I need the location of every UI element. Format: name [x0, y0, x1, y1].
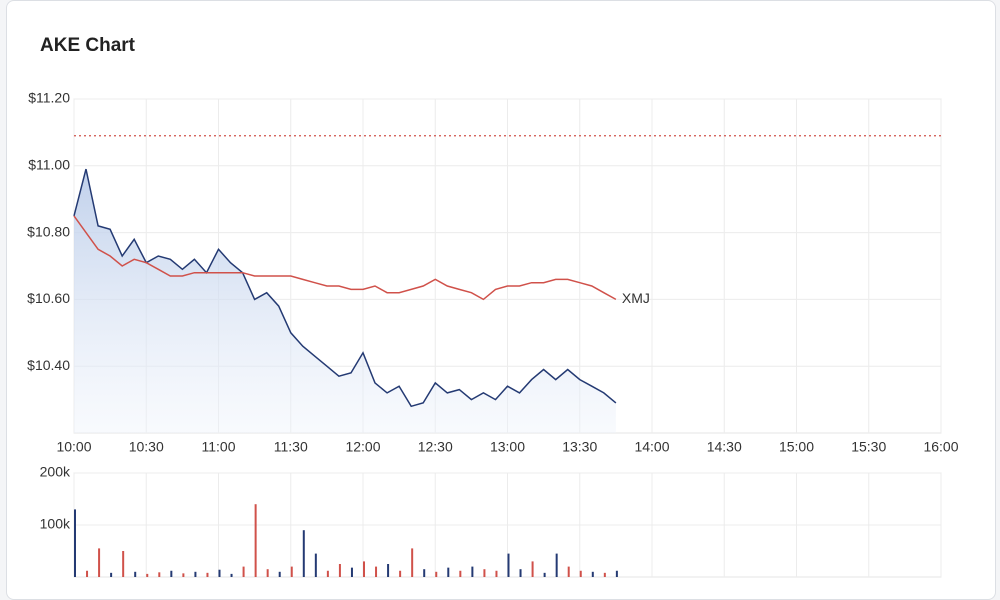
volume-bar — [423, 569, 426, 577]
volume-bar — [375, 566, 378, 577]
volume-bar — [242, 566, 245, 577]
volume-bar — [579, 570, 582, 577]
volume-bar — [459, 570, 462, 577]
volume-bar — [218, 569, 221, 577]
volume-bar — [230, 573, 233, 577]
volume-bar — [146, 573, 149, 577]
volume-bar — [278, 571, 281, 577]
volume-bar — [158, 572, 161, 577]
volume-bar — [86, 570, 89, 577]
volume-bar — [290, 566, 293, 577]
y-tick-label: 200k — [40, 464, 71, 480]
x-tick-label: 13:30 — [562, 439, 597, 455]
chart-title: AKE Chart — [40, 35, 136, 56]
x-tick-label: 16:00 — [923, 439, 958, 455]
volume-bar — [302, 530, 305, 577]
volume-bar — [206, 572, 209, 577]
volume-bar — [363, 561, 365, 577]
y-tick-label: $10.80 — [27, 223, 70, 239]
x-tick-label: 14:00 — [634, 439, 669, 455]
volume-bar — [495, 570, 498, 577]
volume-bar — [507, 553, 510, 577]
volume-bar — [338, 564, 341, 577]
volume-bar — [483, 569, 486, 577]
volume-bar — [519, 569, 522, 577]
volume-bar — [531, 561, 534, 577]
volume-bar — [471, 566, 474, 577]
volume-bar — [326, 570, 329, 577]
x-tick-label: 12:00 — [345, 439, 380, 455]
y-tick-label: $10.40 — [27, 357, 70, 373]
x-tick-label: 15:30 — [851, 439, 886, 455]
volume-bar — [182, 573, 185, 577]
y-tick-label: $11.20 — [28, 90, 70, 106]
volume-bar — [98, 548, 101, 577]
volume-bar — [110, 572, 113, 577]
volume-bar — [194, 571, 197, 577]
x-tick-label: 15:00 — [779, 439, 814, 455]
volume-bar — [555, 553, 558, 577]
x-tick-label: 11:30 — [274, 439, 308, 455]
line — [73, 168, 617, 408]
volume-bar — [387, 564, 390, 577]
volume-bar — [314, 553, 317, 577]
x-tick-label: 14:30 — [707, 439, 742, 455]
y-tick-label: $10.60 — [27, 290, 70, 306]
area — [74, 169, 616, 433]
volume-bar — [591, 571, 594, 577]
x-tick-label: 12:30 — [418, 439, 453, 455]
volume-bar — [435, 571, 438, 577]
line — [73, 215, 617, 301]
x-tick-label: 10:00 — [56, 439, 91, 455]
volume-bar — [254, 504, 257, 577]
x-tick-label: 10:30 — [129, 439, 164, 455]
x-tick-label: 13:00 — [490, 439, 525, 455]
volume-bar — [543, 572, 546, 577]
volume-bar — [603, 572, 606, 577]
volume-bar — [350, 567, 353, 577]
y-tick-label: $11.00 — [28, 157, 70, 173]
volume-bar — [411, 548, 414, 577]
volume-bar — [266, 569, 269, 577]
x-tick-label: 11:00 — [202, 439, 236, 455]
volume-bar — [122, 551, 125, 577]
volume-bar — [74, 509, 76, 577]
volume-bar — [170, 570, 173, 577]
volume-bar — [134, 571, 137, 577]
series-label: XMJ — [622, 290, 650, 306]
volume-bar — [399, 570, 402, 577]
y-tick-label: 100k — [40, 516, 71, 532]
volume-bar — [447, 567, 450, 577]
volume-bar — [567, 566, 570, 577]
volume-bar — [615, 570, 618, 577]
